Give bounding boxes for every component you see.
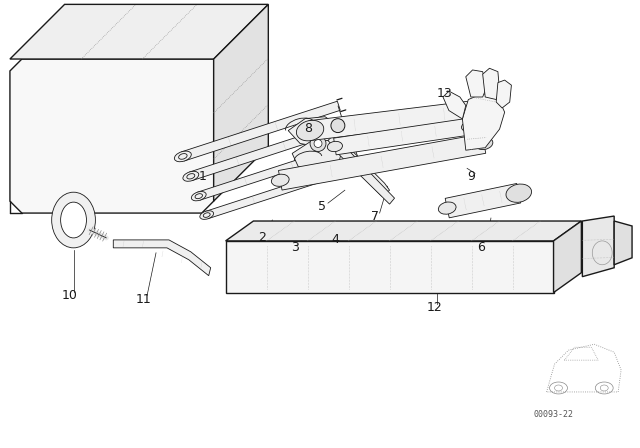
Ellipse shape <box>61 202 86 238</box>
Ellipse shape <box>195 194 202 198</box>
Text: 5: 5 <box>318 200 326 213</box>
Ellipse shape <box>506 184 532 202</box>
Polygon shape <box>292 141 342 173</box>
Polygon shape <box>582 216 614 277</box>
Polygon shape <box>483 68 500 99</box>
Text: 00093-22: 00093-22 <box>534 410 573 419</box>
Polygon shape <box>189 121 348 181</box>
Ellipse shape <box>314 139 322 147</box>
Text: 9: 9 <box>467 170 475 183</box>
Text: 13: 13 <box>436 87 452 100</box>
Ellipse shape <box>179 154 187 159</box>
Polygon shape <box>333 118 470 155</box>
Ellipse shape <box>480 103 498 115</box>
Ellipse shape <box>175 151 191 162</box>
Polygon shape <box>338 146 394 204</box>
Polygon shape <box>10 59 214 213</box>
Polygon shape <box>496 80 511 108</box>
Ellipse shape <box>187 174 195 179</box>
Text: 11: 11 <box>135 293 151 306</box>
Polygon shape <box>309 99 490 140</box>
Text: 6: 6 <box>477 241 485 254</box>
Polygon shape <box>466 70 486 97</box>
Ellipse shape <box>191 192 206 201</box>
Polygon shape <box>554 221 581 293</box>
Text: 1: 1 <box>199 170 207 183</box>
Ellipse shape <box>296 121 324 141</box>
Text: 8: 8 <box>304 122 312 135</box>
Text: 7: 7 <box>371 210 379 223</box>
Polygon shape <box>225 241 554 293</box>
Polygon shape <box>278 134 486 190</box>
Polygon shape <box>10 4 268 59</box>
Polygon shape <box>288 116 340 146</box>
Polygon shape <box>463 94 505 150</box>
Polygon shape <box>445 184 521 218</box>
Ellipse shape <box>200 211 214 220</box>
Polygon shape <box>113 240 211 276</box>
Ellipse shape <box>52 192 95 248</box>
Ellipse shape <box>331 119 345 133</box>
Polygon shape <box>614 221 632 265</box>
Text: 3: 3 <box>291 241 299 254</box>
Polygon shape <box>205 161 364 219</box>
Polygon shape <box>443 91 466 119</box>
Ellipse shape <box>461 121 477 132</box>
Ellipse shape <box>475 138 493 150</box>
Ellipse shape <box>510 187 527 199</box>
Ellipse shape <box>310 136 326 151</box>
Text: 2: 2 <box>259 232 266 245</box>
Ellipse shape <box>183 171 199 181</box>
Text: 12: 12 <box>426 301 442 314</box>
Polygon shape <box>214 4 268 201</box>
Ellipse shape <box>204 213 210 217</box>
Text: 4: 4 <box>331 233 339 246</box>
Ellipse shape <box>438 202 456 214</box>
Ellipse shape <box>271 174 289 186</box>
Ellipse shape <box>327 142 342 151</box>
Polygon shape <box>198 142 356 200</box>
Polygon shape <box>225 221 581 241</box>
Polygon shape <box>181 101 340 161</box>
Text: 10: 10 <box>61 289 77 302</box>
Ellipse shape <box>301 125 319 137</box>
Polygon shape <box>328 134 390 196</box>
